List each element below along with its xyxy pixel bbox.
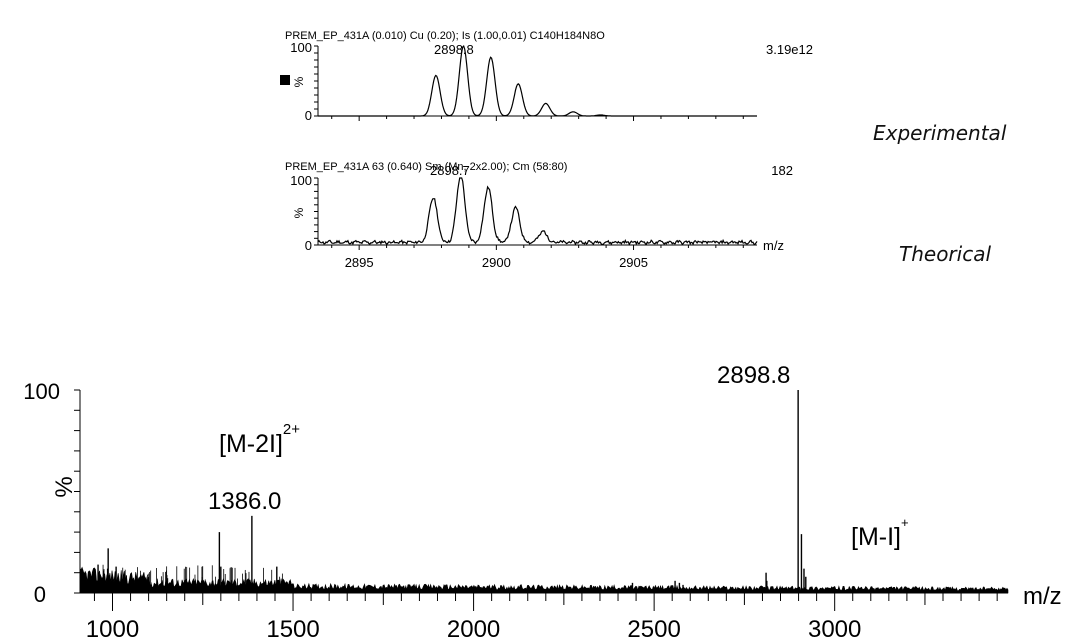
main-xlabel: m/z <box>1023 583 1062 610</box>
main-spectrum-chart: 100 0 % 1000 1500 2000 2500 3000 m/z 2898.8 … <box>23 362 1061 641</box>
main-ytick-0: 0 <box>34 582 46 607</box>
inset-top-ylabel: % <box>292 76 306 87</box>
inset-bottom-ylabel: % <box>292 207 306 218</box>
inset-top-intensity: 3.19e12 <box>766 42 813 57</box>
inset-bottom-xlabel: m/z <box>763 238 784 253</box>
annotation-m-i: [M-I]+ <box>851 515 909 551</box>
inset-top-x-ticks <box>314 45 744 121</box>
annotation-m-2i-sup: 2+ <box>283 421 300 438</box>
x-tick-label: 2900 <box>482 255 511 270</box>
annotation-1386-0: 1386.0 <box>208 488 281 515</box>
x-tick-label: 2500 <box>627 616 680 641</box>
main-ylabel: % <box>51 476 78 497</box>
inset-bottom-peak-label: 2898.7 <box>430 163 470 178</box>
x-tick-label: 2000 <box>447 616 500 641</box>
annotation-m-i-sup: + <box>901 515 909 530</box>
x-tick-label: 2895 <box>345 255 374 270</box>
inset-bottom-trace <box>317 177 758 246</box>
inset-bottom-intensity: 182 <box>771 163 793 178</box>
annotation-m-2i-text: [M-2I] <box>219 430 283 458</box>
inset-bottom-chart: PREM_EP_431A 63 (0.640) Sm (Mn, 2x2.00);… <box>285 161 793 270</box>
theorical-label: Theorical <box>899 242 992 266</box>
annotation-m-2i: [M-2I]2+ <box>219 421 300 458</box>
main-y-ticks <box>74 389 80 594</box>
x-tick-label: 3000 <box>808 616 861 641</box>
inset-bottom-header: PREM_EP_431A 63 (0.640) Sm (Mn, 2x2.00);… <box>285 161 567 173</box>
inset-bottom-ytick-100: 100 <box>290 173 312 188</box>
inset-top-ytick-100: 100 <box>290 40 312 55</box>
main-noise-trace <box>79 566 1009 594</box>
inset-top-header: PREM_EP_431A (0.010) Cu (0.20); Is (1.00… <box>285 30 605 42</box>
main-x-ticks: 1000 1500 2000 2500 3000 <box>86 593 998 641</box>
inset-bottom-x-ticks: 2895 2900 2905 <box>314 177 744 270</box>
annotation-2898-8: 2898.8 <box>717 362 790 389</box>
main-peaks <box>87 390 807 593</box>
main-ytick-100: 100 <box>23 379 60 404</box>
x-tick-label: 1500 <box>266 616 319 641</box>
annotation-m-i-text: [M-I] <box>851 523 901 551</box>
inset-top-chart: PREM_EP_431A (0.010) Cu (0.20); Is (1.00… <box>280 30 813 123</box>
inset-top-legend-marker <box>280 75 290 85</box>
experimental-label: Experimental <box>873 121 1007 145</box>
inset-top-peak-label: 2898.8 <box>434 42 474 57</box>
inset-top-trace <box>318 44 757 117</box>
x-tick-label: 1000 <box>86 616 139 641</box>
x-tick-label: 2905 <box>619 255 648 270</box>
inset-bottom-ytick-0: 0 <box>305 238 312 253</box>
inset-top-ytick-0: 0 <box>305 108 312 123</box>
